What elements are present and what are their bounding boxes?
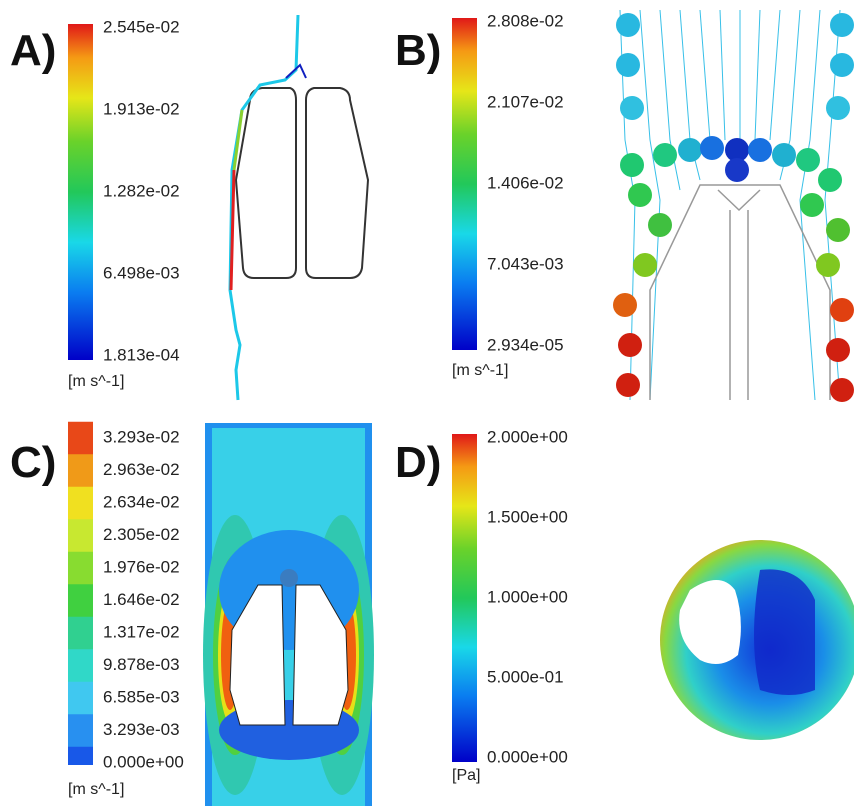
colorbar-band xyxy=(68,714,93,747)
colorbar-tick-label: 2.107e-02 xyxy=(487,92,564,111)
colorbar-tick-label: 2.808e-02 xyxy=(487,11,564,30)
colorbar xyxy=(452,18,477,350)
colorbar-tick-label: 1.646e-02 xyxy=(103,590,180,609)
colorbar-tick-label: 2.545e-02 xyxy=(103,17,180,36)
colorbar-tick-label: 1.317e-02 xyxy=(103,622,180,641)
colorbar-tick-label: 1.000e+00 xyxy=(487,587,568,606)
colorbar-tick-label: 2.305e-02 xyxy=(103,525,180,544)
panel-b-image xyxy=(605,10,854,402)
colorbar-band xyxy=(68,682,93,715)
panel-label: C) xyxy=(10,438,56,487)
colorbar-band xyxy=(68,617,93,650)
colorbar xyxy=(68,24,93,360)
colorbar-band xyxy=(68,552,93,585)
colorbar-tick-label: 1.500e+00 xyxy=(487,507,568,526)
colorbar-tick-label: 0.000e+00 xyxy=(103,752,184,771)
colorbar-tick-label: 3.293e-03 xyxy=(103,720,180,739)
colorbar-unit: [Pa] xyxy=(452,767,480,784)
colorbar-tick-label: 2.963e-02 xyxy=(103,460,180,479)
colorbar-band xyxy=(68,649,93,682)
colorbar-unit: [m s^-1] xyxy=(68,373,124,390)
colorbar-tick-label: 2.934e-05 xyxy=(487,335,564,354)
colorbar-band xyxy=(68,584,93,617)
panel-label: A) xyxy=(10,26,56,75)
colorbar xyxy=(452,434,477,762)
colorbar-tick-label: 3.293e-02 xyxy=(103,427,180,446)
colorbar-tick-label: 5.000e-01 xyxy=(487,667,564,686)
panel-a-image xyxy=(230,15,368,400)
panel-c-image xyxy=(203,423,374,806)
panel-label: B) xyxy=(395,26,441,75)
colorbar-tick-label: 6.498e-03 xyxy=(103,263,180,282)
figure: A) 2.545e-02 1.913e-02 1.282e-02 6.498e-03 1.… xyxy=(0,0,854,806)
colorbar-tick-label: 1.813e-04 xyxy=(103,345,180,364)
colorbar-unit: [m s^-1] xyxy=(68,781,124,798)
colorbar-tick-label: 7.043e-03 xyxy=(487,254,564,273)
panel-d-image xyxy=(660,540,854,740)
panel-label: D) xyxy=(395,438,441,487)
colorbar-tick-label: 2.634e-02 xyxy=(103,492,180,511)
colorbar-band xyxy=(68,747,93,765)
colorbar-band xyxy=(68,422,93,455)
colorbar-tick-label: 0.000e+00 xyxy=(487,747,568,766)
colorbar-tick-label: 1.913e-02 xyxy=(103,99,180,118)
colorbar-tick-label: 1.976e-02 xyxy=(103,557,180,576)
colorbar-unit: [m s^-1] xyxy=(452,362,508,379)
colorbar-tick-label: 1.406e-02 xyxy=(487,173,564,192)
colorbar-band xyxy=(68,454,93,487)
colorbar-tick-label: 2.000e+00 xyxy=(487,427,568,446)
colorbar-tick-label: 1.282e-02 xyxy=(103,181,180,200)
colorbar-tick-label: 6.585e-03 xyxy=(103,687,180,706)
colorbar-band xyxy=(68,519,93,552)
colorbar-band xyxy=(68,487,93,520)
colorbar-tick-label: 9.878e-03 xyxy=(103,655,180,674)
